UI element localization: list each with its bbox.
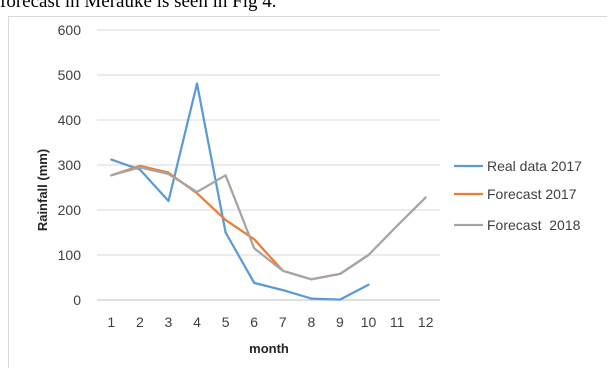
legend-label: Forecast 2017 <box>487 186 577 202</box>
series-line-3 <box>110 166 427 281</box>
legend: Real data 2017 Forecast 2017 Forecast 2018 <box>454 158 582 233</box>
x-tick-label: 5 <box>222 314 230 330</box>
x-tick-label: 2 <box>136 314 144 330</box>
y-tick-label: 300 <box>58 157 82 173</box>
y-axis-title: Rainfall (mm) <box>35 149 50 231</box>
x-tick-label: 4 <box>193 314 201 330</box>
x-tick-label: 7 <box>279 314 287 330</box>
legend-label: Real data 2017 <box>487 158 582 174</box>
x-tick-label: 10 <box>361 314 377 330</box>
y-tick-label: 600 <box>58 22 82 38</box>
x-tick-label: 9 <box>336 314 344 330</box>
x-tick-label: 1 <box>107 314 115 330</box>
x-tick-label: 6 <box>250 314 258 330</box>
chart-frame <box>8 16 607 368</box>
series-layer <box>110 82 427 301</box>
x-tick-label: 3 <box>165 314 173 330</box>
x-tick-label: 12 <box>418 314 434 330</box>
x-tick-label: 11 <box>390 314 405 330</box>
y-tick-label: 200 <box>58 202 82 218</box>
y-tick-label: 0 <box>73 292 81 308</box>
y-tick-label: 400 <box>58 112 82 128</box>
y-tick-label: 500 <box>58 67 82 83</box>
series-line-2 <box>110 164 370 281</box>
x-axis-title: month <box>249 341 289 356</box>
y-tick-labels: 0 100 200 300 400 500 600 <box>58 22 82 308</box>
y-tick-label: 100 <box>58 247 82 263</box>
series-line-1 <box>110 82 370 301</box>
x-tick-labels: 1 2 3 4 5 6 7 8 9 10 11 12 <box>107 314 433 330</box>
x-tick-label: 8 <box>307 314 315 330</box>
preceding-paragraph-text: forecast in Merauke is seen in Fig 4. <box>0 0 277 12</box>
grid-layer <box>97 29 440 301</box>
legend-label: Forecast 2018 <box>487 217 581 233</box>
